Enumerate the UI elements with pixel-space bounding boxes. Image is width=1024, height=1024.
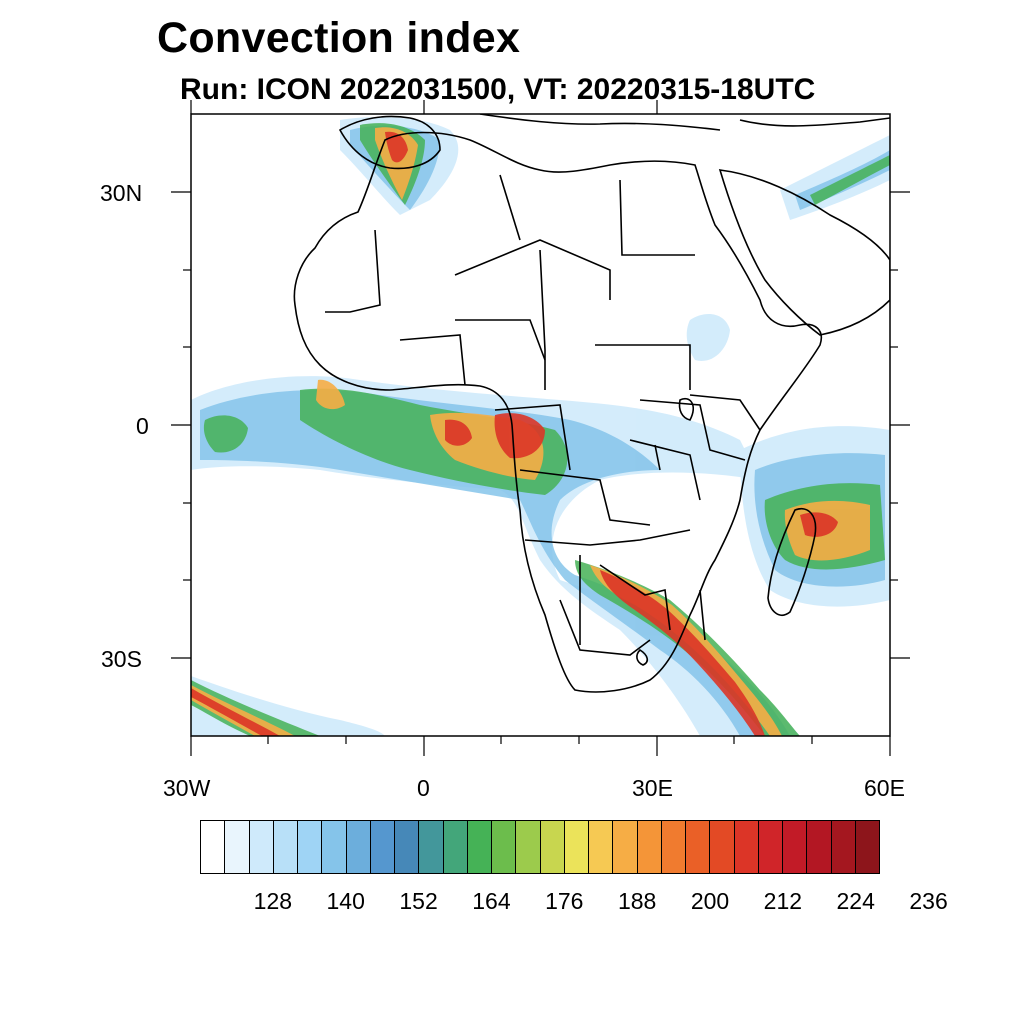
colorbar-swatch [540,821,565,873]
tick-marks [171,100,910,756]
colorbar-swatch [686,821,711,873]
colorbar-swatch [298,821,323,873]
colorbar-swatch [395,821,420,873]
colorbar-swatch [273,821,298,873]
colorbar-swatch [419,821,444,873]
colorbar-tick-label: 128 [253,888,293,914]
colorbar-tick-label: 200 [690,888,730,914]
colorbar-swatch [807,821,832,873]
colorbar-swatch [467,821,492,873]
colorbar-swatch [370,821,395,873]
colorbar-swatch [225,821,250,873]
colorbar-tick-label: 224 [836,888,875,914]
colorbar-swatch [613,821,638,873]
colorbar-swatch [443,821,468,873]
colorbar-swatch [758,821,783,873]
colorbar-tick-label: 140 [326,888,365,914]
map-subtitle: Run: ICON 2022031500, VT: 20220315-18UTC [180,73,816,106]
colorbar-tick-label: 188 [617,888,657,914]
map-title: Convection index [157,14,521,62]
colorbar-tick-label: 236 [909,888,948,914]
coastlines-and-borders [293,114,890,693]
colorbar-tick-label: 152 [399,888,438,914]
colorbar-swatch [201,821,226,873]
colorbar-swatch [322,821,347,873]
colorbar-tick-label: 212 [763,888,803,914]
colorbar-swatch [249,821,274,873]
colorbar-tick-label: 164 [472,888,511,914]
colorbar-swatch [831,821,856,873]
colorbar-swatch [346,821,371,873]
colorbar-swatch [637,821,662,873]
lon-label-60e: 60E [864,775,905,801]
colorbar-swatch [564,821,589,873]
plot-frame [171,100,910,756]
lon-label-30e: 30E [632,775,673,801]
colorbar-swatch [661,821,686,873]
colorbar-swatch [492,821,517,873]
colorbar-swatch [855,821,879,873]
lon-label-0: 0 [417,775,430,801]
lat-label-30n: 30N [100,180,143,206]
convection-field [191,117,890,736]
colorbar-swatch [783,821,808,873]
colorbar-swatch [734,821,759,873]
lat-label-30s: 30S [101,646,142,672]
lon-label-30w: 30W [163,775,211,801]
colorbar [200,820,880,874]
colorbar-swatch [710,821,735,873]
lat-label-0: 0 [136,413,149,439]
colorbar-swatch [589,821,614,873]
colorbar-tick-label: 176 [545,888,584,914]
colorbar-swatch [516,821,541,873]
